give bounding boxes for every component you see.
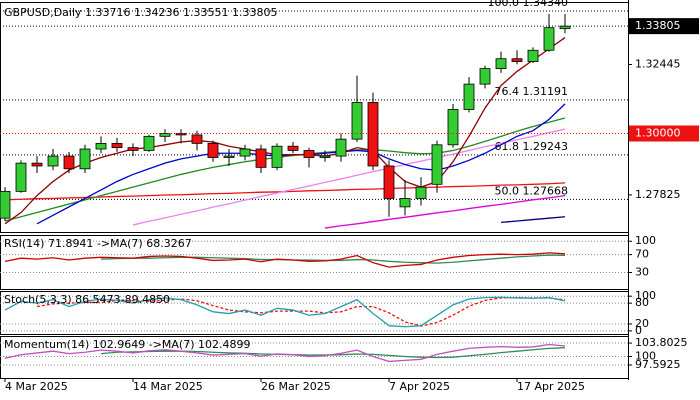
candle-body [223, 155, 235, 158]
indicator-line [4, 343, 566, 363]
x-tick-label: 26 Mar 2025 [261, 380, 331, 393]
candle-body [47, 155, 59, 167]
price-tag-label: 1.30000 [635, 127, 681, 140]
indicator-line [36, 296, 566, 327]
y-tick-label: 100 [635, 349, 656, 362]
y-tick-label: 70 [635, 248, 649, 261]
y-tick-label: 20 [635, 317, 649, 330]
indicator-line [4, 252, 566, 268]
candle-body [479, 68, 491, 85]
candle-body [271, 145, 283, 168]
fib-label: 61.8 1.29243 [495, 140, 568, 153]
fib-label: 76.4 1.31191 [495, 85, 568, 98]
candle-body [31, 162, 43, 167]
y-tick-label: 0 [635, 324, 642, 337]
candle-body [239, 148, 251, 157]
y-tick-label: 100 [635, 289, 656, 302]
fib-label: 100.0 1.34340 [488, 0, 568, 9]
candle-body [255, 148, 267, 168]
indicator-line [500, 216, 566, 224]
candle-body [191, 134, 203, 144]
y-tick-label: 30 [635, 265, 649, 278]
y-tick-label: 103.8025 [635, 336, 688, 349]
candle-body [143, 135, 155, 151]
price-tag-label: 1.33805 [635, 19, 681, 32]
candle-body [319, 155, 331, 158]
candle-body [287, 145, 299, 151]
indicator-line [132, 128, 566, 226]
candle-body [127, 147, 139, 151]
y-tick-label: 100 [635, 234, 656, 247]
fib-label: 50.0 1.27668 [495, 184, 568, 197]
x-tick-label: 7 Apr 2025 [389, 380, 450, 393]
y-tick-label: 80 [635, 296, 649, 309]
price-tag [629, 125, 699, 142]
x-tick-label: 17 Apr 2025 [517, 380, 585, 393]
candle-body [431, 144, 443, 185]
candle-body [79, 148, 91, 170]
candle-body [207, 142, 219, 158]
candle-body [447, 109, 459, 146]
y-tick-label: 1.27825 [635, 188, 681, 201]
candle-body [543, 27, 555, 51]
candle-body [383, 165, 395, 199]
indicator-line [4, 117, 566, 222]
candle-body [495, 58, 507, 70]
price-tag [629, 18, 699, 35]
candle-body [0, 190, 11, 219]
candle-body [415, 186, 427, 199]
candle-body [63, 155, 75, 170]
chart-title: GBPUSD,Daily 1.33716 1.34236 1.33551 1.3… [4, 6, 277, 19]
y-tick-label: 97.5925 [635, 358, 681, 371]
candle-body [351, 102, 363, 140]
candle-body [463, 83, 475, 110]
y-tick-label: 1.32445 [635, 58, 681, 71]
x-tick-label: 14 Mar 2025 [133, 380, 203, 393]
candle-body [15, 162, 27, 192]
candle-body [303, 150, 315, 158]
candle-body [511, 58, 523, 62]
x-tick-label: 4 Mar 2025 [5, 380, 68, 393]
candle-body [527, 49, 539, 62]
indicator-line [324, 194, 566, 229]
panel-title: RSI(14) 71.8941 ->MA(7) 68.3267 [4, 237, 192, 250]
candle-body [111, 142, 123, 149]
indicator-line [4, 296, 566, 328]
indicator-line [4, 37, 566, 225]
panel-title: Stoch(5,3,3) 86.5473-89.4850 [4, 293, 170, 306]
panel-title: Momentum(14) 102.9649 ->MA(7) 102.4899 [4, 338, 251, 351]
candle-body [95, 142, 107, 150]
candle-body [367, 102, 379, 167]
candle-body [399, 198, 411, 208]
candle-body [335, 138, 347, 157]
